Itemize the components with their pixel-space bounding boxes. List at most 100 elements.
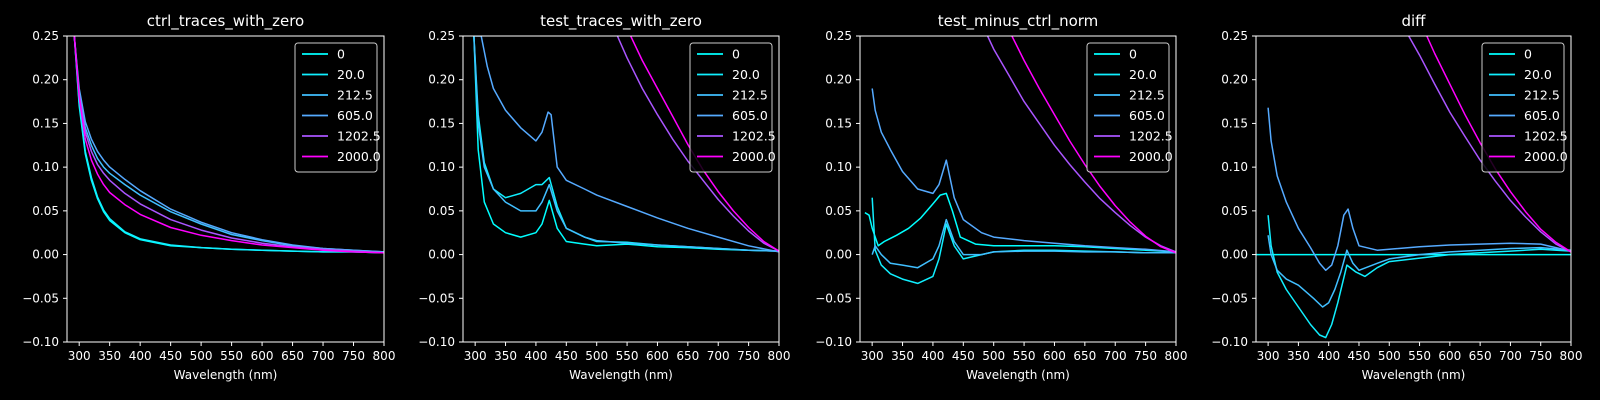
x-tick-label: 800: [373, 349, 396, 363]
y-tick-label: 0.05: [825, 204, 852, 218]
series-line: [473, 36, 779, 252]
series-line: [1267, 107, 1571, 272]
x-tick-label: 550: [616, 349, 639, 363]
x-tick-label: 700: [1499, 349, 1522, 363]
legend-label: 605.0: [1524, 108, 1560, 123]
y-tick-label: 0.15: [32, 116, 59, 130]
y-tick-label: 0.20: [1221, 73, 1248, 87]
x-tick-label: 300: [861, 349, 884, 363]
y-tick-label: 0.25: [428, 29, 455, 43]
x-tick-label: 300: [464, 349, 487, 363]
legend-label: 2000.0: [1129, 149, 1173, 164]
chart-title: test_traces_with_zero: [540, 12, 702, 31]
chart-title: ctrl_traces_with_zero: [147, 12, 304, 31]
x-tick-label: 800: [1560, 349, 1583, 363]
y-tick-label: −0.05: [815, 291, 852, 305]
legend-label: 1202.5: [732, 129, 776, 144]
y-tick-label: 0.00: [1221, 248, 1248, 262]
series-group: [864, 36, 1176, 285]
chart-panel: test_traces_with_zero 300 350 400 450 500 550 6…: [418, 12, 790, 382]
y-tick-label: 0.15: [825, 116, 852, 130]
legend-label: 20.0: [1129, 67, 1157, 82]
y-tick-label: 0.25: [825, 29, 852, 43]
x-tick-label: 650: [1469, 349, 1492, 363]
legend: 0 20.0 212.5 605.0 1202.5 2000.0: [294, 42, 381, 173]
series-line: [73, 36, 384, 253]
y-tick-label: −0.05: [1211, 291, 1248, 305]
legend: 0 20.0 212.5 605.0 1202.5 2000.0: [1086, 42, 1173, 173]
y-tick-label: 0.25: [1221, 29, 1248, 43]
series-line: [871, 197, 1176, 285]
legend: 0 20.0 212.5 605.0 1202.5 2000.0: [1481, 42, 1568, 173]
series-line: [1267, 235, 1571, 308]
y-tick-label: 0.20: [32, 73, 59, 87]
y-tick-label: 0.05: [1221, 204, 1248, 218]
legend-label: 605.0: [337, 108, 373, 123]
x-tick-label: 650: [676, 349, 699, 363]
series-group: [73, 36, 384, 254]
series-line: [1011, 36, 1176, 254]
chart-title: test_minus_ctrl_norm: [938, 12, 1099, 31]
legend-label: 212.5: [1524, 88, 1560, 103]
legend-label: 0: [1524, 47, 1532, 62]
y-tick-label: 0.00: [825, 248, 852, 262]
x-tick-label: 450: [952, 349, 975, 363]
y-tick-label: 0.00: [32, 248, 59, 262]
x-tick-label: 750: [342, 349, 365, 363]
x-tick-label: 400: [129, 349, 152, 363]
series-line: [1267, 215, 1571, 339]
legend-label: 2000.0: [732, 149, 776, 164]
legend-label: 2000.0: [1524, 149, 1568, 164]
legend-label: 20.0: [337, 67, 365, 82]
y-tick-label: 0.05: [428, 204, 455, 218]
x-tick-label: 500: [190, 349, 213, 363]
y-tick-label: −0.10: [815, 335, 852, 349]
series-line: [871, 88, 1176, 253]
legend-label: 20.0: [1524, 67, 1552, 82]
y-tick-label: −0.10: [1211, 335, 1248, 349]
chart-panel: test_minus_ctrl_norm 300 350 400 450 500 550 60…: [815, 12, 1187, 382]
y-tick-label: 0.15: [1221, 116, 1248, 130]
x-tick-label: 650: [1073, 349, 1096, 363]
y-tick-label: 0.10: [825, 160, 852, 174]
legend-label: 605.0: [732, 108, 768, 123]
legend-label: 1202.5: [337, 129, 381, 144]
y-tick-label: 0.00: [428, 248, 455, 262]
x-tick-label: 700: [312, 349, 335, 363]
x-tick-label: 400: [524, 349, 547, 363]
y-tick-label: 0.10: [1221, 160, 1248, 174]
y-tick-label: 0.15: [428, 116, 455, 130]
chart-title: diff: [1401, 12, 1426, 30]
x-tick-label: 750: [1134, 349, 1157, 363]
series-line: [473, 36, 779, 252]
series-line: [864, 192, 1176, 253]
axes-frame: [1255, 35, 1572, 343]
y-tick-label: 0.20: [428, 73, 455, 87]
x-tick-label: 550: [220, 349, 243, 363]
legend-label: 0: [1129, 47, 1137, 62]
series-line: [475, 36, 779, 253]
axes-frame: [66, 35, 385, 343]
y-tick-label: −0.05: [418, 291, 455, 305]
x-tick-label: 550: [1013, 349, 1036, 363]
x-axis-label: Wavelength (nm): [569, 368, 673, 382]
y-tick-label: 0.25: [32, 29, 59, 43]
x-tick-label: 350: [494, 349, 517, 363]
x-axis-label: Wavelength (nm): [174, 368, 278, 382]
x-tick-label: 500: [1378, 349, 1401, 363]
x-tick-label: 750: [1529, 349, 1552, 363]
x-tick-label: 500: [585, 349, 608, 363]
x-tick-label: 300: [68, 349, 91, 363]
x-tick-label: 650: [281, 349, 304, 363]
series-line: [73, 36, 384, 254]
series-line: [871, 218, 1176, 269]
y-tick-label: 0.10: [32, 160, 59, 174]
legend-label: 605.0: [1129, 108, 1165, 123]
x-tick-label: 750: [737, 349, 760, 363]
x-tick-label: 350: [1287, 349, 1310, 363]
y-tick-label: 0.20: [825, 73, 852, 87]
legend-label: 0: [732, 47, 740, 62]
chart-panel: diff 300 350 400 450 500 550 600 650 700 750 800 −0.…: [1211, 12, 1582, 382]
x-tick-label: 350: [891, 349, 914, 363]
legend-label: 212.5: [1129, 88, 1165, 103]
